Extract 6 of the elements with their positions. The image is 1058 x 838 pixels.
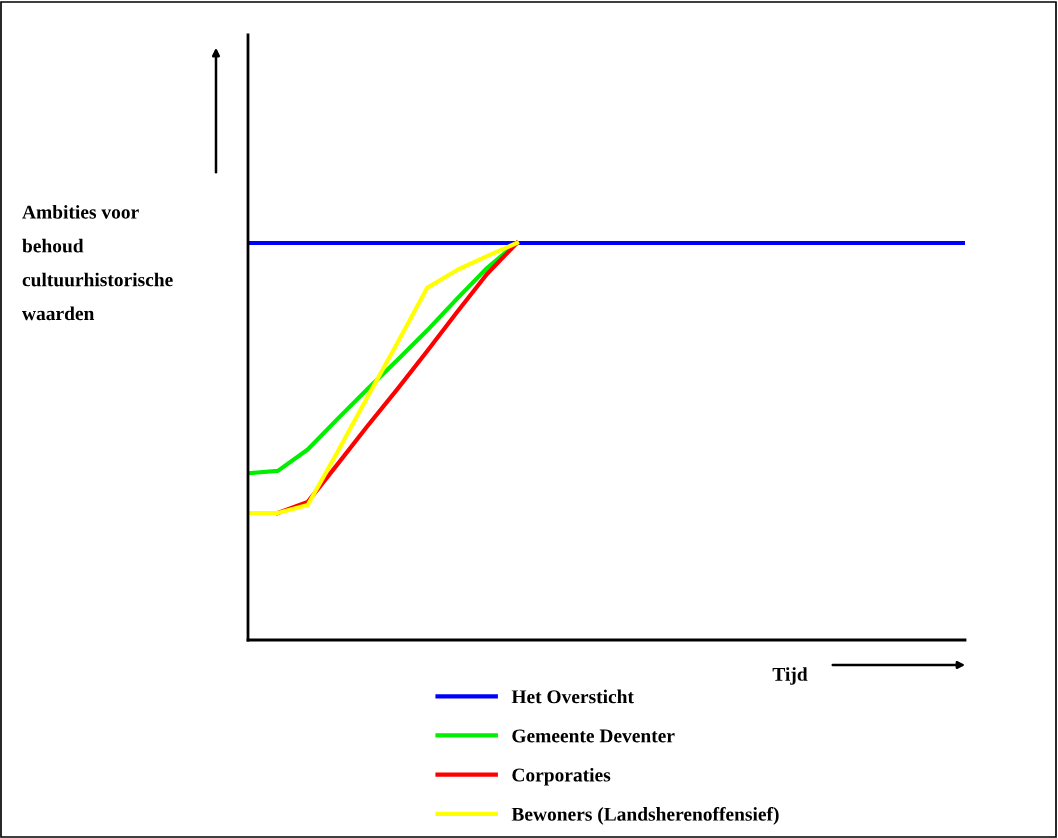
y-axis-title: Ambities voor behoud cultuurhistorische waarden bbox=[22, 205, 173, 321]
legend-label: Het Oversticht bbox=[511, 689, 634, 704]
legend-label: Bewoners (Landsherenoffensief) bbox=[511, 806, 779, 825]
legend-label: Corporaties bbox=[512, 767, 611, 786]
legend-label: Gemeente Deventer bbox=[512, 729, 675, 743]
x-axis-title: Tijd bbox=[772, 667, 808, 685]
